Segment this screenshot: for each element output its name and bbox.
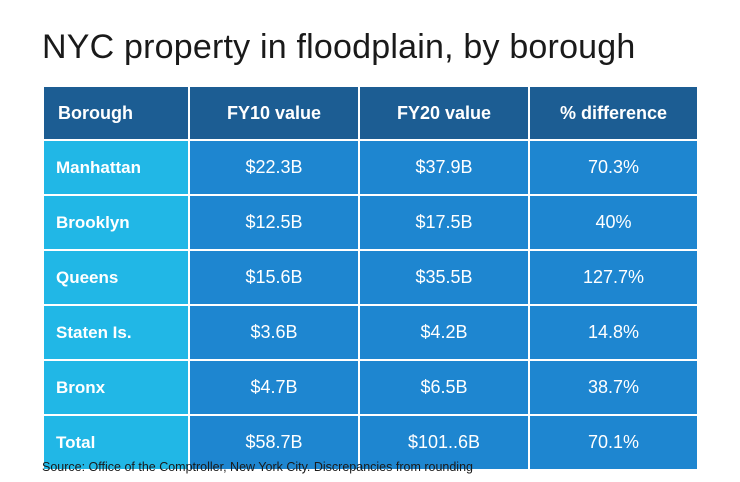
column-header-pct-diff: % difference [528,85,699,141]
table-row: Bronx $4.7B $6.5B 38.7% [42,359,699,416]
column-header-fy20: FY20 value [358,85,530,141]
fy20-cell: $6.5B [358,359,530,416]
page-title: NYC property in floodplain, by borough [42,28,636,66]
table-row: Brooklyn $12.5B $17.5B 40% [42,194,699,251]
row-label: Manhattan [42,139,190,196]
pct-diff-cell: 40% [528,194,699,251]
fy20-cell: $37.9B [358,139,530,196]
table-row: Manhattan $22.3B $37.9B 70.3% [42,139,699,196]
row-label: Bronx [42,359,190,416]
pct-diff-cell: 70.3% [528,139,699,196]
fy10-cell: $58.7B [188,414,360,471]
header-row: Borough FY10 value FY20 value % differen… [42,85,699,141]
row-label: Total [42,414,190,471]
row-label: Queens [42,249,190,306]
column-header-fy10: FY10 value [188,85,360,141]
fy10-cell: $15.6B [188,249,360,306]
column-header-borough: Borough [42,85,190,141]
fy20-cell: $4.2B [358,304,530,361]
source-note: Source: Office of the Comptroller, New Y… [42,460,473,474]
table-row: Queens $15.6B $35.5B 127.7% [42,249,699,306]
fy10-cell: $4.7B [188,359,360,416]
borough-table: Borough FY10 value FY20 value % differen… [42,85,699,471]
table-row: Staten Is. $3.6B $4.2B 14.8% [42,304,699,361]
fy20-cell: $35.5B [358,249,530,306]
pct-diff-cell: 38.7% [528,359,699,416]
fy20-cell: $101..6B [358,414,530,471]
row-label: Staten Is. [42,304,190,361]
pct-diff-cell: 70.1% [528,414,699,471]
row-label: Brooklyn [42,194,190,251]
table-row-total: Total $58.7B $101..6B 70.1% [42,414,699,471]
fy20-cell: $17.5B [358,194,530,251]
pct-diff-cell: 127.7% [528,249,699,306]
fy10-cell: $12.5B [188,194,360,251]
fy10-cell: $22.3B [188,139,360,196]
pct-diff-cell: 14.8% [528,304,699,361]
fy10-cell: $3.6B [188,304,360,361]
